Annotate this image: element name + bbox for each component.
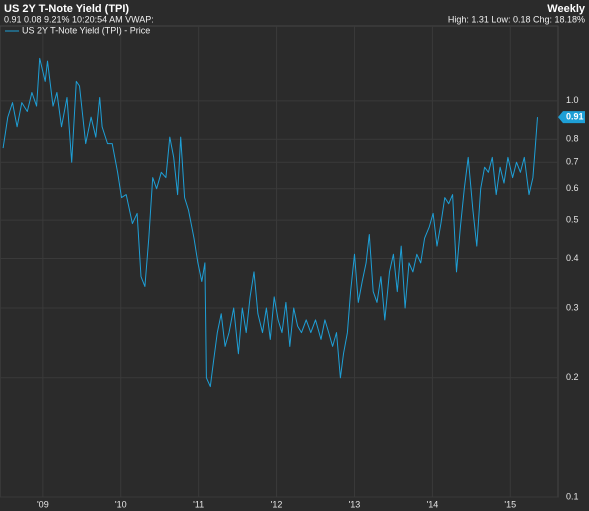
y-tick-label: 0.7 — [566, 157, 579, 167]
last-value-label: 0.91 — [566, 111, 584, 121]
x-tick-label: '12 — [271, 499, 283, 509]
x-tick-label: '09 — [37, 499, 49, 509]
legend-label: US 2Y T-Note Yield (TPI) - Price — [22, 25, 150, 35]
y-tick-label: 0.1 — [566, 491, 579, 501]
x-tick-label: '14 — [426, 499, 438, 509]
x-tick-label: '10 — [115, 499, 127, 509]
y-tick-label: 1.0 — [566, 95, 579, 105]
y-tick-label: 0.5 — [566, 214, 579, 224]
interval: Weekly — [547, 3, 586, 15]
price-line — [2, 57, 538, 388]
y-tick-label: 0.3 — [566, 302, 579, 312]
y-tick-label: 0.4 — [566, 253, 579, 263]
y-tick-label: 0.6 — [566, 183, 579, 193]
stats-line: High: 1.31 Low: 0.18 Chg: 18.18% — [448, 14, 585, 24]
x-tick-label: '13 — [349, 499, 361, 509]
y-tick-label: 0.8 — [566, 134, 579, 144]
chart-title: US 2Y T-Note Yield (TPI) — [4, 3, 129, 15]
last-value-tag — [558, 111, 585, 124]
x-tick-label: '15 — [504, 499, 516, 509]
x-tick-label: '11 — [193, 499, 204, 509]
y-tick-label: 0.2 — [566, 372, 579, 382]
quote-line: 0.91 0.08 9.21% 10:20:54 AM VWAP: — [4, 14, 154, 24]
